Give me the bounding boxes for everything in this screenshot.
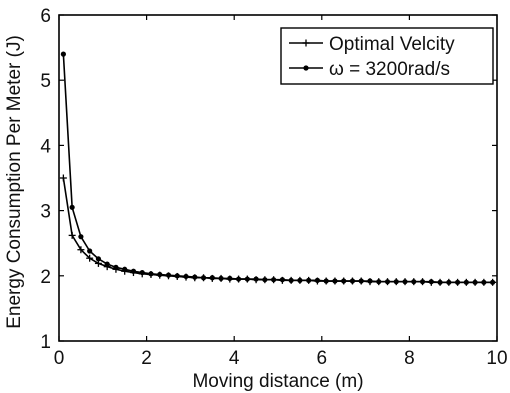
- y-tick-label: 6: [40, 6, 51, 27]
- data-point: [192, 274, 198, 280]
- legend-box: [280, 27, 494, 85]
- data-point: [157, 271, 163, 278]
- data-point: [376, 279, 382, 285]
- data-point: [384, 279, 391, 285]
- series-group: [59, 51, 497, 286]
- legend-label-omega: ω = 3200rad/s: [329, 59, 450, 80]
- data-point: [349, 278, 356, 284]
- series-line-1: [62, 54, 493, 284]
- data-point: [411, 279, 417, 285]
- data-point: [306, 277, 312, 283]
- x-tick-label: 0: [54, 348, 65, 369]
- x-tick-label: 4: [229, 348, 240, 369]
- data-point: [244, 276, 250, 282]
- data-point: [253, 276, 259, 282]
- x-axis-label: Moving distance (m): [192, 371, 363, 392]
- y-tick-label: 2: [40, 267, 51, 288]
- series-1: [60, 51, 496, 285]
- y-tick-label: 3: [40, 202, 51, 223]
- data-point: [437, 279, 443, 285]
- series-line-0: [62, 177, 493, 284]
- data-point: [183, 273, 189, 280]
- legend: Optimal Velcity ω = 3200rad/s: [280, 27, 494, 85]
- data-point: [68, 231, 76, 239]
- y-axis-label: Energy Consumption Per Meter (J): [4, 35, 25, 329]
- plot-frame: [58, 14, 498, 342]
- legend-label-optimal: Optimal Velcity: [329, 34, 455, 55]
- data-point: [59, 174, 67, 182]
- data-point: [419, 279, 426, 285]
- data-point: [209, 275, 215, 281]
- data-point: [95, 256, 102, 262]
- data-point: [341, 278, 347, 284]
- data-point: [463, 279, 469, 285]
- data-point: [130, 268, 137, 274]
- data-point: [235, 276, 242, 282]
- data-point: [60, 51, 66, 57]
- y-tick-label: 1: [40, 332, 51, 353]
- legend-marker: [303, 65, 309, 71]
- x-tick-label: 10: [486, 348, 507, 369]
- data-point: [104, 261, 110, 267]
- data-point: [165, 272, 172, 278]
- data-point: [472, 279, 478, 285]
- data-point: [454, 279, 461, 285]
- data-point: [393, 279, 399, 285]
- data-point: [367, 278, 373, 284]
- data-point: [139, 269, 145, 276]
- legend-marker: [302, 39, 310, 47]
- data-point: [358, 278, 364, 284]
- data-point: [69, 204, 75, 210]
- x-tick-label: 6: [317, 348, 328, 369]
- data-point: [122, 266, 128, 272]
- y-tick-label: 4: [40, 136, 51, 157]
- data-point: [86, 254, 94, 262]
- x-tick-labels: 0 2 4 6 8 10: [54, 348, 508, 369]
- x-tick-label: 2: [141, 348, 152, 369]
- data-point: [271, 277, 277, 283]
- data-point: [446, 279, 452, 285]
- data-point: [314, 277, 321, 283]
- data-point: [218, 275, 224, 282]
- y-tick-label: 5: [40, 71, 51, 92]
- data-point: [279, 277, 285, 283]
- data-point: [87, 248, 93, 254]
- x-tick-label: 8: [404, 348, 415, 369]
- data-point: [428, 279, 434, 285]
- data-point: [323, 278, 329, 284]
- data-point: [78, 234, 84, 240]
- legend-entry-optimal: Optimal Velcity: [289, 34, 455, 55]
- data-point: [77, 246, 85, 254]
- data-point: [113, 264, 119, 270]
- data-point: [262, 277, 268, 283]
- data-point: [490, 279, 496, 285]
- data-point: [200, 275, 207, 281]
- legend-entry-omega: ω = 3200rad/s: [289, 59, 450, 80]
- data-point: [288, 277, 294, 283]
- data-point: [148, 271, 154, 277]
- data-point: [332, 278, 338, 284]
- y-tick-labels: 1 2 3 4 5 6: [40, 6, 51, 353]
- data-point: [174, 273, 180, 279]
- data-point: [227, 275, 233, 282]
- data-point: [481, 279, 487, 285]
- data-point: [297, 277, 303, 283]
- data-point: [402, 279, 408, 285]
